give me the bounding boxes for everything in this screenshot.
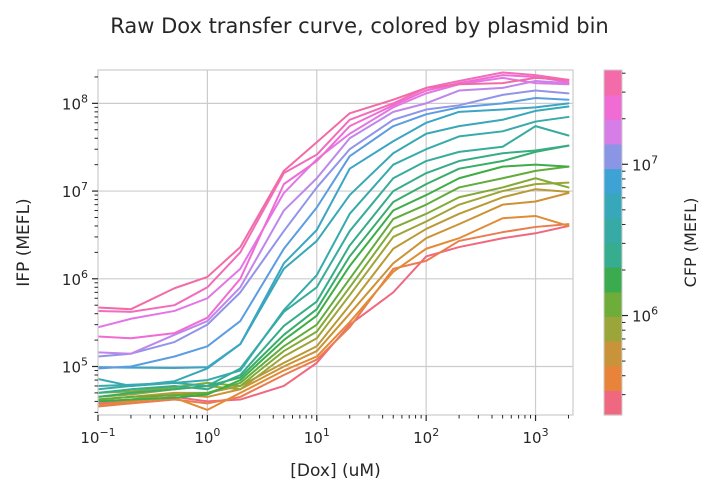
series-line-18 [98, 79, 570, 355]
x-tick-label: 103 [522, 426, 548, 447]
chart-title: Raw Dox transfer curve, colored by plasm… [110, 14, 609, 38]
series-line-9 [98, 163, 570, 403]
colorbar-frame [603, 69, 623, 416]
y-tick-label: 105 [62, 356, 88, 377]
x-tick-label: 101 [304, 426, 330, 447]
colorbar-segment [604, 365, 622, 391]
colorbar-segment [604, 341, 622, 367]
series-line-7 [98, 177, 570, 394]
series-line-15 [98, 102, 570, 370]
colorbar-segment [604, 193, 622, 219]
series-line-21 [98, 71, 570, 313]
x-tick-label: 100 [194, 426, 220, 447]
colorbar [603, 69, 623, 416]
series-line-12 [98, 125, 570, 391]
y-axis-label: IFP (MEFL) [14, 198, 34, 286]
series-line-14 [98, 105, 570, 387]
series-line-17 [98, 89, 570, 358]
series-line-19 [98, 76, 570, 329]
x-axis-label: [Dox] (uM) [290, 461, 380, 481]
series-line-4 [98, 192, 570, 403]
x-tick-label: 10−1 [80, 426, 115, 447]
x-tick-label: 102 [413, 426, 439, 447]
y-tick-label: 108 [62, 92, 88, 113]
colorbar-ticks: 106 107 [622, 72, 658, 396]
series-line-8 [98, 165, 570, 401]
colorbar-segment [604, 70, 622, 96]
series-line-20 [98, 74, 570, 340]
colorbar-label: CFP (MEFL) [681, 198, 700, 288]
series-line-11 [98, 144, 570, 394]
y-tick-label: 107 [62, 180, 88, 201]
colorbar-segment [604, 217, 622, 244]
colorbar-segment [604, 119, 622, 145]
y-axis-ticks: 105 106 107 108 [62, 76, 98, 413]
colorbar-segment [604, 168, 622, 194]
x-axis-ticks: 10−1 100 101 102 103 [80, 415, 569, 447]
series-line-3 [98, 214, 570, 411]
colorbar-segment [604, 242, 622, 268]
colorbar-tick-label: 107 [632, 153, 658, 174]
colorbar-segment [604, 94, 622, 120]
series-line-5 [98, 188, 570, 401]
colorbar-segment [604, 143, 622, 170]
colorbar-segment [604, 390, 622, 416]
gridlines [98, 70, 573, 415]
y-tick-label: 106 [62, 268, 88, 289]
colorbar-segment [604, 316, 622, 342]
series-line-16 [98, 97, 570, 370]
plot-frame [97, 69, 574, 416]
series-line-10 [98, 144, 570, 398]
colorbar-tick-label: 106 [632, 305, 658, 326]
series-line-22 [98, 76, 570, 311]
series-line-1 [98, 224, 570, 405]
colorbar-segment [604, 291, 622, 318]
series-lines [98, 71, 570, 411]
colorbar-segment [604, 267, 622, 293]
series-line-13 [98, 115, 570, 387]
